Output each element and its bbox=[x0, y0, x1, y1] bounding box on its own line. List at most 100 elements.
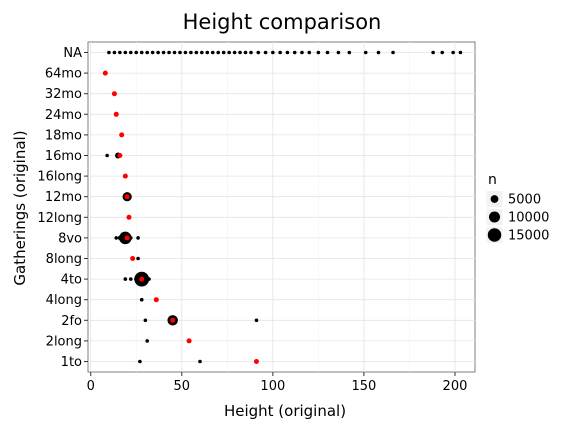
data-point-red bbox=[124, 194, 130, 200]
y-tick-label: 12long bbox=[37, 211, 82, 226]
data-point-black bbox=[134, 50, 139, 55]
size-legend: n 5000 10000 15000 bbox=[485, 172, 549, 244]
data-point-black bbox=[227, 50, 231, 55]
data-point-black bbox=[183, 50, 188, 55]
data-point-black bbox=[136, 256, 140, 261]
data-point-black bbox=[139, 297, 144, 302]
data-point-black bbox=[128, 50, 133, 55]
data-point-red bbox=[122, 173, 128, 179]
data-point-black bbox=[316, 50, 321, 55]
data-point-black bbox=[145, 339, 149, 343]
data-point-black bbox=[325, 50, 330, 55]
x-tick-label: 200 bbox=[443, 379, 468, 394]
data-point-black bbox=[123, 277, 128, 281]
x-tick-label: 50 bbox=[174, 379, 191, 394]
data-point-black bbox=[200, 50, 204, 55]
data-point-black bbox=[114, 236, 119, 240]
data-point-black bbox=[143, 318, 148, 323]
y-tick-label: 1to bbox=[61, 355, 82, 370]
data-point-red bbox=[170, 317, 176, 323]
x-tick-label: 0 bbox=[87, 379, 95, 394]
y-tick-label: NA bbox=[63, 46, 82, 61]
y-axis-title: Gatherings (original) bbox=[11, 130, 29, 285]
data-point-red bbox=[119, 132, 125, 138]
data-point-black bbox=[243, 50, 248, 55]
y-tick-label: 2long bbox=[46, 334, 82, 349]
panel-background bbox=[87, 41, 476, 373]
data-point-black bbox=[285, 50, 290, 55]
data-point-black bbox=[431, 50, 435, 55]
y-tick-label: 8vo bbox=[58, 231, 82, 246]
data-point-red bbox=[186, 338, 192, 344]
data-point-black bbox=[336, 50, 341, 55]
y-tick-label: 18mo bbox=[45, 128, 82, 143]
data-point-black bbox=[138, 359, 142, 364]
data-point-black bbox=[307, 50, 312, 55]
data-point-black bbox=[150, 50, 155, 55]
data-point-black bbox=[256, 50, 261, 55]
series-black-points bbox=[105, 50, 463, 364]
data-point-red bbox=[111, 91, 117, 97]
legend-title: n bbox=[488, 172, 497, 188]
data-point-red bbox=[117, 153, 123, 158]
data-point-red bbox=[113, 111, 119, 117]
data-point-black bbox=[278, 50, 282, 55]
legend-label: 15000 bbox=[508, 229, 549, 244]
data-point-black bbox=[263, 50, 268, 55]
data-point-red bbox=[126, 214, 132, 220]
data-point-black bbox=[205, 50, 210, 55]
plot-panel bbox=[87, 41, 476, 373]
data-point-black bbox=[112, 50, 117, 55]
data-point-black bbox=[145, 50, 149, 55]
data-point-black bbox=[147, 277, 151, 281]
data-point-black bbox=[300, 50, 304, 55]
y-tick-label: 12mo bbox=[45, 190, 82, 205]
y-tick-label: 16mo bbox=[45, 149, 82, 164]
y-tick-label: 16long bbox=[37, 170, 82, 185]
data-point-black bbox=[172, 50, 177, 55]
data-point-red bbox=[124, 235, 130, 241]
y-tick-label: 4long bbox=[46, 293, 82, 308]
data-point-black bbox=[440, 50, 445, 55]
data-point-black bbox=[292, 50, 297, 55]
legend-label: 5000 bbox=[508, 193, 541, 208]
chart-title: Height comparison bbox=[183, 10, 382, 34]
data-point-black bbox=[194, 50, 199, 55]
y-tick-label: 2fo bbox=[61, 314, 82, 329]
legend-size-circle bbox=[489, 211, 500, 223]
data-point-black bbox=[198, 359, 202, 364]
y-tick-label: 24mo bbox=[45, 108, 82, 123]
data-point-black bbox=[136, 236, 140, 240]
data-point-black bbox=[254, 318, 259, 323]
y-axis: 1to 2long 2fo 4long 4to 8long 8vo 12long 12mo 16l… bbox=[37, 46, 88, 370]
data-point-red bbox=[130, 256, 136, 261]
data-point-black bbox=[347, 50, 352, 55]
data-point-black bbox=[216, 50, 221, 55]
data-point-black bbox=[161, 50, 166, 55]
data-point-black bbox=[210, 50, 215, 55]
legend-size-circle bbox=[487, 228, 502, 242]
series-red-points bbox=[102, 70, 259, 364]
data-point-black bbox=[391, 50, 395, 55]
y-tick-label: 8long bbox=[46, 252, 82, 267]
data-point-black bbox=[249, 50, 253, 55]
data-point-red bbox=[139, 276, 145, 282]
data-point-black bbox=[128, 277, 133, 281]
data-point-black bbox=[232, 50, 237, 55]
data-point-red bbox=[102, 70, 108, 76]
data-point-black bbox=[376, 50, 381, 55]
data-point-black bbox=[271, 50, 275, 55]
data-point-black bbox=[451, 50, 455, 55]
legend-label: 10000 bbox=[508, 211, 549, 226]
y-tick-label: 4to bbox=[61, 273, 82, 288]
data-point-black bbox=[128, 236, 133, 240]
data-point-black bbox=[167, 50, 171, 55]
data-point-black bbox=[238, 50, 242, 55]
x-tick-label: 150 bbox=[351, 379, 376, 394]
y-tick-label: 32mo bbox=[45, 87, 82, 102]
data-point-black bbox=[105, 153, 109, 158]
legend-size-circle bbox=[490, 195, 499, 203]
x-axis-title: Height (original) bbox=[224, 402, 346, 420]
data-point-black bbox=[123, 50, 128, 55]
